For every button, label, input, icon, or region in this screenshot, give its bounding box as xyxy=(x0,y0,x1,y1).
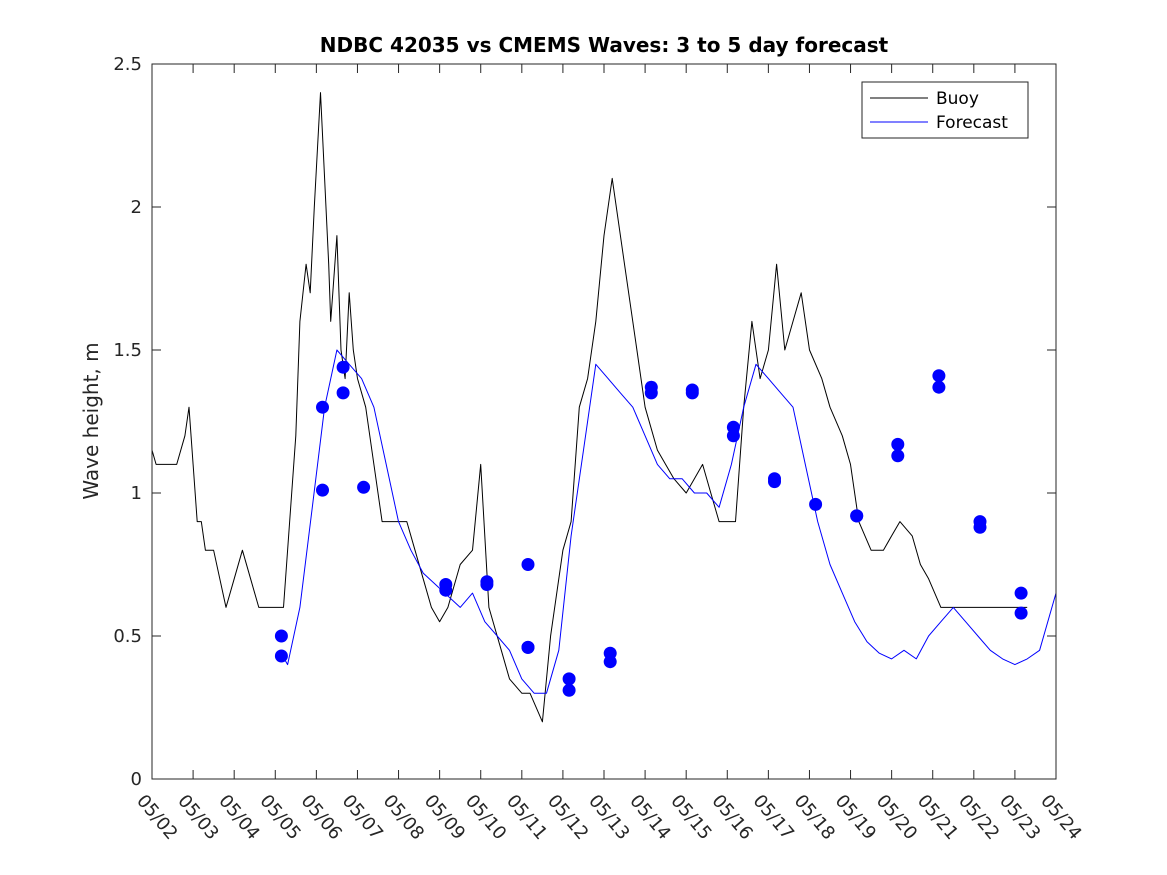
forecast-marker xyxy=(316,400,329,414)
x-tick-label: 05/20 xyxy=(872,791,921,844)
forecast-marker xyxy=(932,380,946,394)
legend-forecast-label: Forecast xyxy=(936,113,1008,133)
x-tick-label: 05/06 xyxy=(297,791,346,844)
forecast-marker xyxy=(850,509,864,523)
x-tick-label: 05/11 xyxy=(502,791,551,844)
x-tick-label: 05/17 xyxy=(749,791,798,844)
series-line-forecast xyxy=(278,349,1057,694)
x-tick-label: 05/24 xyxy=(1036,791,1085,844)
x-tick-label: 05/03 xyxy=(173,791,222,844)
x-tick-label: 05/16 xyxy=(707,791,756,844)
forecast-marker xyxy=(521,640,535,654)
forecast-marker xyxy=(521,558,535,571)
forecast-marker xyxy=(336,360,350,374)
forecast-marker xyxy=(1014,606,1028,620)
x-tick-label: 05/22 xyxy=(954,791,1003,844)
x-tick-label: 05/05 xyxy=(255,791,304,844)
forecast-marker xyxy=(1014,586,1028,600)
y-axis-label: Wave height, m xyxy=(79,342,103,499)
y-tick-label: 0 xyxy=(131,769,142,790)
x-tick-label: 05/23 xyxy=(995,791,1044,844)
forecast-marker xyxy=(726,429,740,443)
forecast-marker xyxy=(357,480,371,494)
forecast-marker xyxy=(809,497,823,511)
chart-title: NDBC 42035 vs CMEMS Waves: 3 to 5 day fo… xyxy=(320,33,889,57)
x-tick-label: 05/07 xyxy=(338,791,387,844)
forecast-marker xyxy=(685,386,699,400)
forecast-marker xyxy=(562,672,576,686)
forecast-marker xyxy=(439,583,453,597)
y-tick-label: 1.5 xyxy=(113,340,142,361)
forecast-marker xyxy=(973,520,987,534)
x-tick-label: 05/19 xyxy=(831,791,880,844)
x-tick-label: 05/15 xyxy=(666,791,715,844)
x-tick-label: 05/13 xyxy=(584,791,633,844)
forecast-marker xyxy=(891,449,905,463)
forecast-marker xyxy=(274,629,288,643)
y-tick-label: 2 xyxy=(131,197,142,218)
y-tick-label: 0.5 xyxy=(113,626,142,647)
forecast-marker xyxy=(480,578,494,591)
y-tick-label: 2.5 xyxy=(113,54,142,75)
legend: Buoy Forecast xyxy=(861,81,1029,139)
forecast-marker xyxy=(644,386,658,400)
plot-background xyxy=(152,64,1056,779)
x-tick-label: 05/08 xyxy=(379,791,428,844)
marker-layer xyxy=(274,360,1028,697)
forecast-marker xyxy=(336,386,350,400)
x-tick-label: 05/21 xyxy=(913,791,962,844)
forecast-marker xyxy=(562,683,576,697)
x-tick-label: 05/10 xyxy=(461,791,510,844)
x-tick-label: 05/18 xyxy=(790,791,839,844)
y-axis: 0 0.5 1 1.5 2 2.5 xyxy=(113,54,1056,790)
plot-frame xyxy=(151,63,1057,780)
legend-buoy-label: Buoy xyxy=(936,89,979,109)
forecast-marker xyxy=(768,475,781,489)
x-tick-label: 05/12 xyxy=(543,791,592,844)
x-tick-label: 05/04 xyxy=(214,791,263,844)
forecast-marker xyxy=(274,649,288,663)
x-tick-label: 05/14 xyxy=(625,791,674,844)
forecast-marker xyxy=(603,655,617,669)
legend-box xyxy=(861,81,1029,139)
forecast-marker xyxy=(316,483,329,497)
x-tick-label: 05/09 xyxy=(420,791,469,844)
y-tick-label: 1 xyxy=(131,483,142,504)
forecast-marker xyxy=(891,437,905,451)
forecast-marker xyxy=(932,369,946,383)
x-tick-label: 05/02 xyxy=(132,791,181,844)
